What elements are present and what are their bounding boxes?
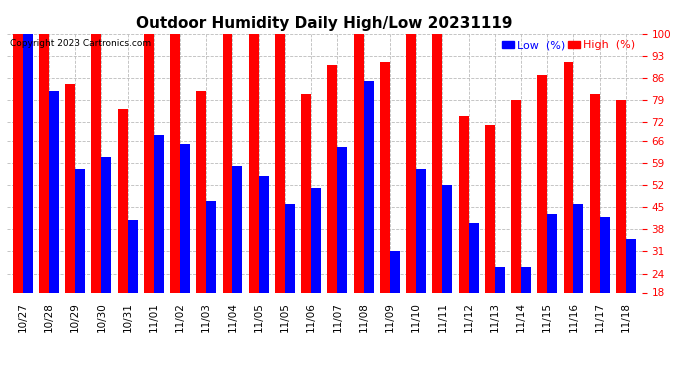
Bar [249, 34, 259, 292]
Bar [206, 201, 216, 292]
Bar [626, 239, 636, 292]
Bar [337, 147, 347, 292]
Bar [302, 94, 311, 292]
Bar [117, 110, 128, 292]
Bar [416, 170, 426, 292]
Bar [573, 204, 584, 292]
Bar [564, 62, 573, 292]
Bar [459, 116, 469, 292]
Bar [128, 220, 137, 292]
Bar [154, 135, 164, 292]
Bar [259, 176, 268, 292]
Bar [180, 144, 190, 292]
Bar [275, 34, 285, 292]
Bar [485, 125, 495, 292]
Bar [233, 166, 242, 292]
Bar [406, 34, 416, 292]
Bar [364, 81, 373, 292]
Bar [495, 267, 505, 292]
Bar [380, 62, 390, 292]
Bar [12, 34, 23, 292]
Bar [65, 84, 75, 292]
Bar [328, 65, 337, 292]
Bar [511, 100, 521, 292]
Title: Outdoor Humidity Daily High/Low 20231119: Outdoor Humidity Daily High/Low 20231119 [136, 16, 513, 31]
Bar [101, 157, 111, 292]
Bar [600, 217, 610, 292]
Bar [23, 34, 32, 292]
Text: Copyright 2023 Cartronics.com: Copyright 2023 Cartronics.com [10, 39, 151, 48]
Bar [433, 34, 442, 292]
Bar [311, 188, 321, 292]
Bar [469, 223, 479, 292]
Bar [442, 185, 453, 292]
Bar [196, 90, 206, 292]
Legend: Low  (%), High  (%): Low (%), High (%) [502, 39, 636, 51]
Bar [538, 75, 547, 292]
Bar [285, 204, 295, 292]
Bar [144, 34, 154, 292]
Bar [91, 34, 101, 292]
Bar [521, 267, 531, 292]
Bar [75, 170, 85, 292]
Bar [39, 34, 49, 292]
Bar [616, 100, 626, 292]
Bar [49, 90, 59, 292]
Bar [222, 34, 233, 292]
Bar [590, 94, 600, 292]
Bar [354, 34, 364, 292]
Bar [547, 214, 558, 292]
Bar [390, 252, 400, 292]
Bar [170, 34, 180, 292]
